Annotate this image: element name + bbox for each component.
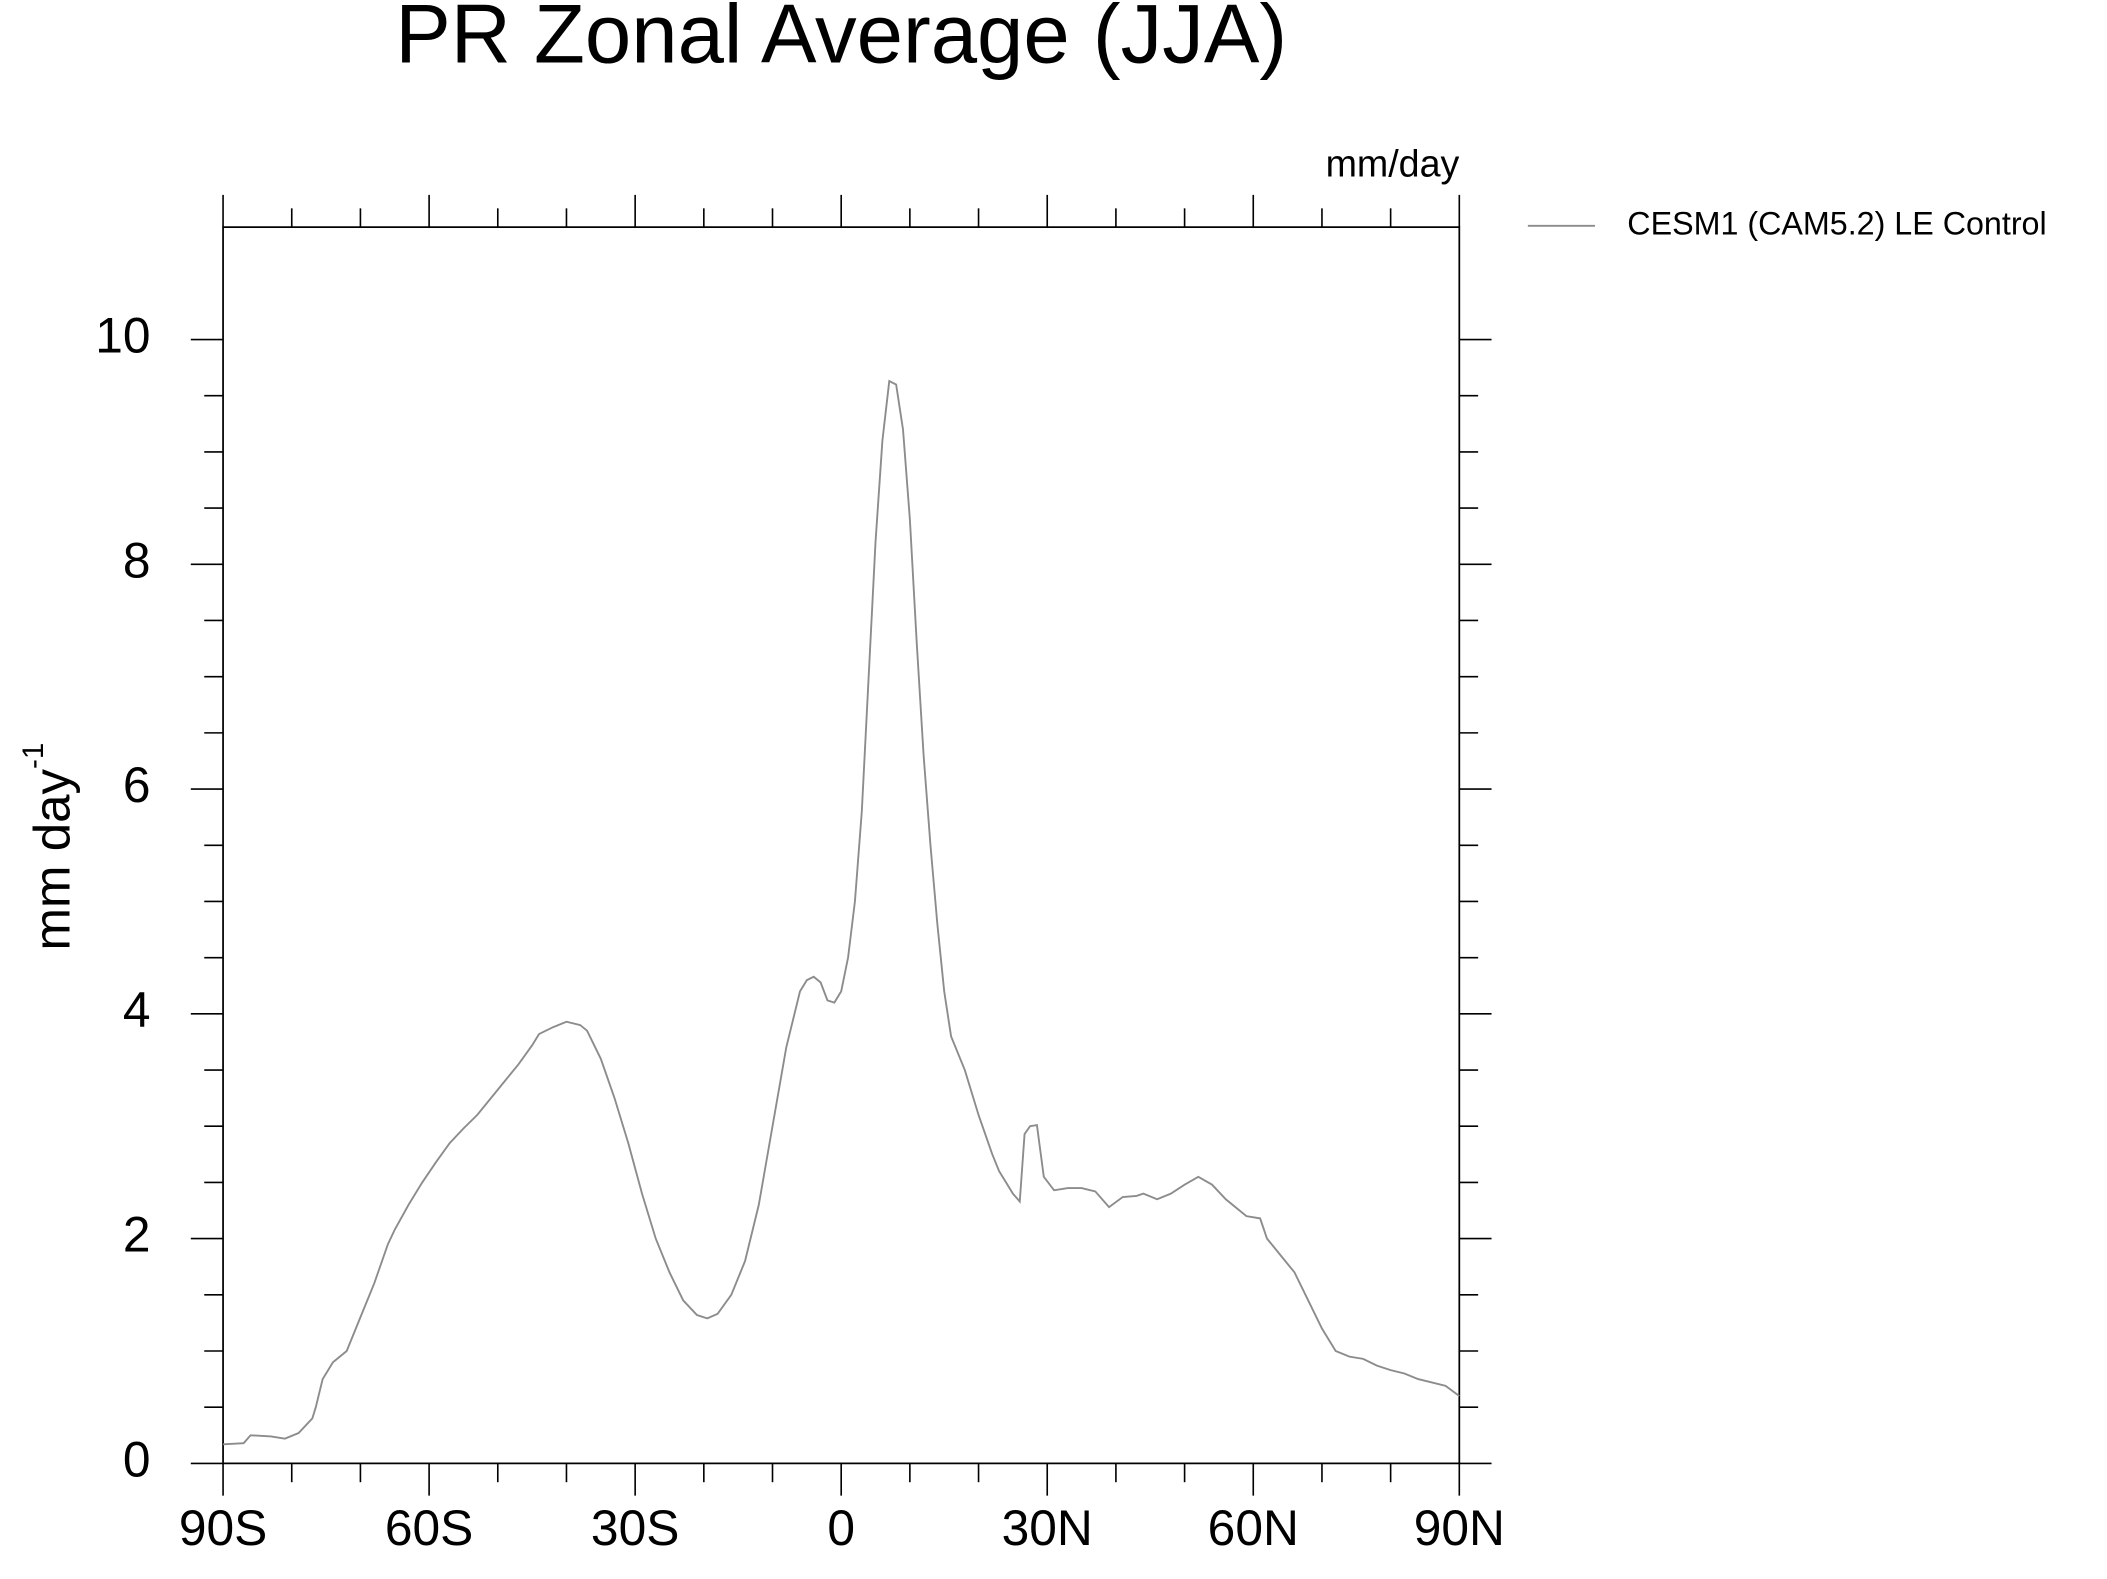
y-tick-label: 6 (123, 757, 151, 813)
y-axis-label-superscript: -1 (17, 743, 50, 769)
legend-label: CESM1 (CAM5.2) LE Control (1627, 205, 2046, 241)
x-tick-label: 60S (385, 1500, 473, 1556)
y-tick-label: 10 (95, 308, 150, 364)
x-tick-label: 0 (827, 1500, 855, 1556)
x-tick-label: 90N (1414, 1500, 1505, 1556)
y-axis-label-text: mm day (24, 769, 81, 951)
y-tick-label: 8 (123, 532, 151, 588)
plot-frame (222, 226, 1461, 1465)
data-line (223, 379, 1460, 1446)
x-tick-label: 60N (1208, 1500, 1299, 1556)
y-tick-label: 0 (123, 1432, 151, 1488)
y-tick-label: 2 (123, 1207, 151, 1263)
units-label: mm/day (1326, 143, 1460, 185)
x-tick-label: 90S (179, 1500, 267, 1556)
x-tick-label: 30S (591, 1500, 679, 1556)
y-tick-label: 4 (123, 982, 151, 1038)
chart-title: PR Zonal Average (JJA) (395, 0, 1287, 80)
x-tick-label: 30N (1002, 1500, 1093, 1556)
y-axis-label: mm day-1 (17, 743, 81, 951)
